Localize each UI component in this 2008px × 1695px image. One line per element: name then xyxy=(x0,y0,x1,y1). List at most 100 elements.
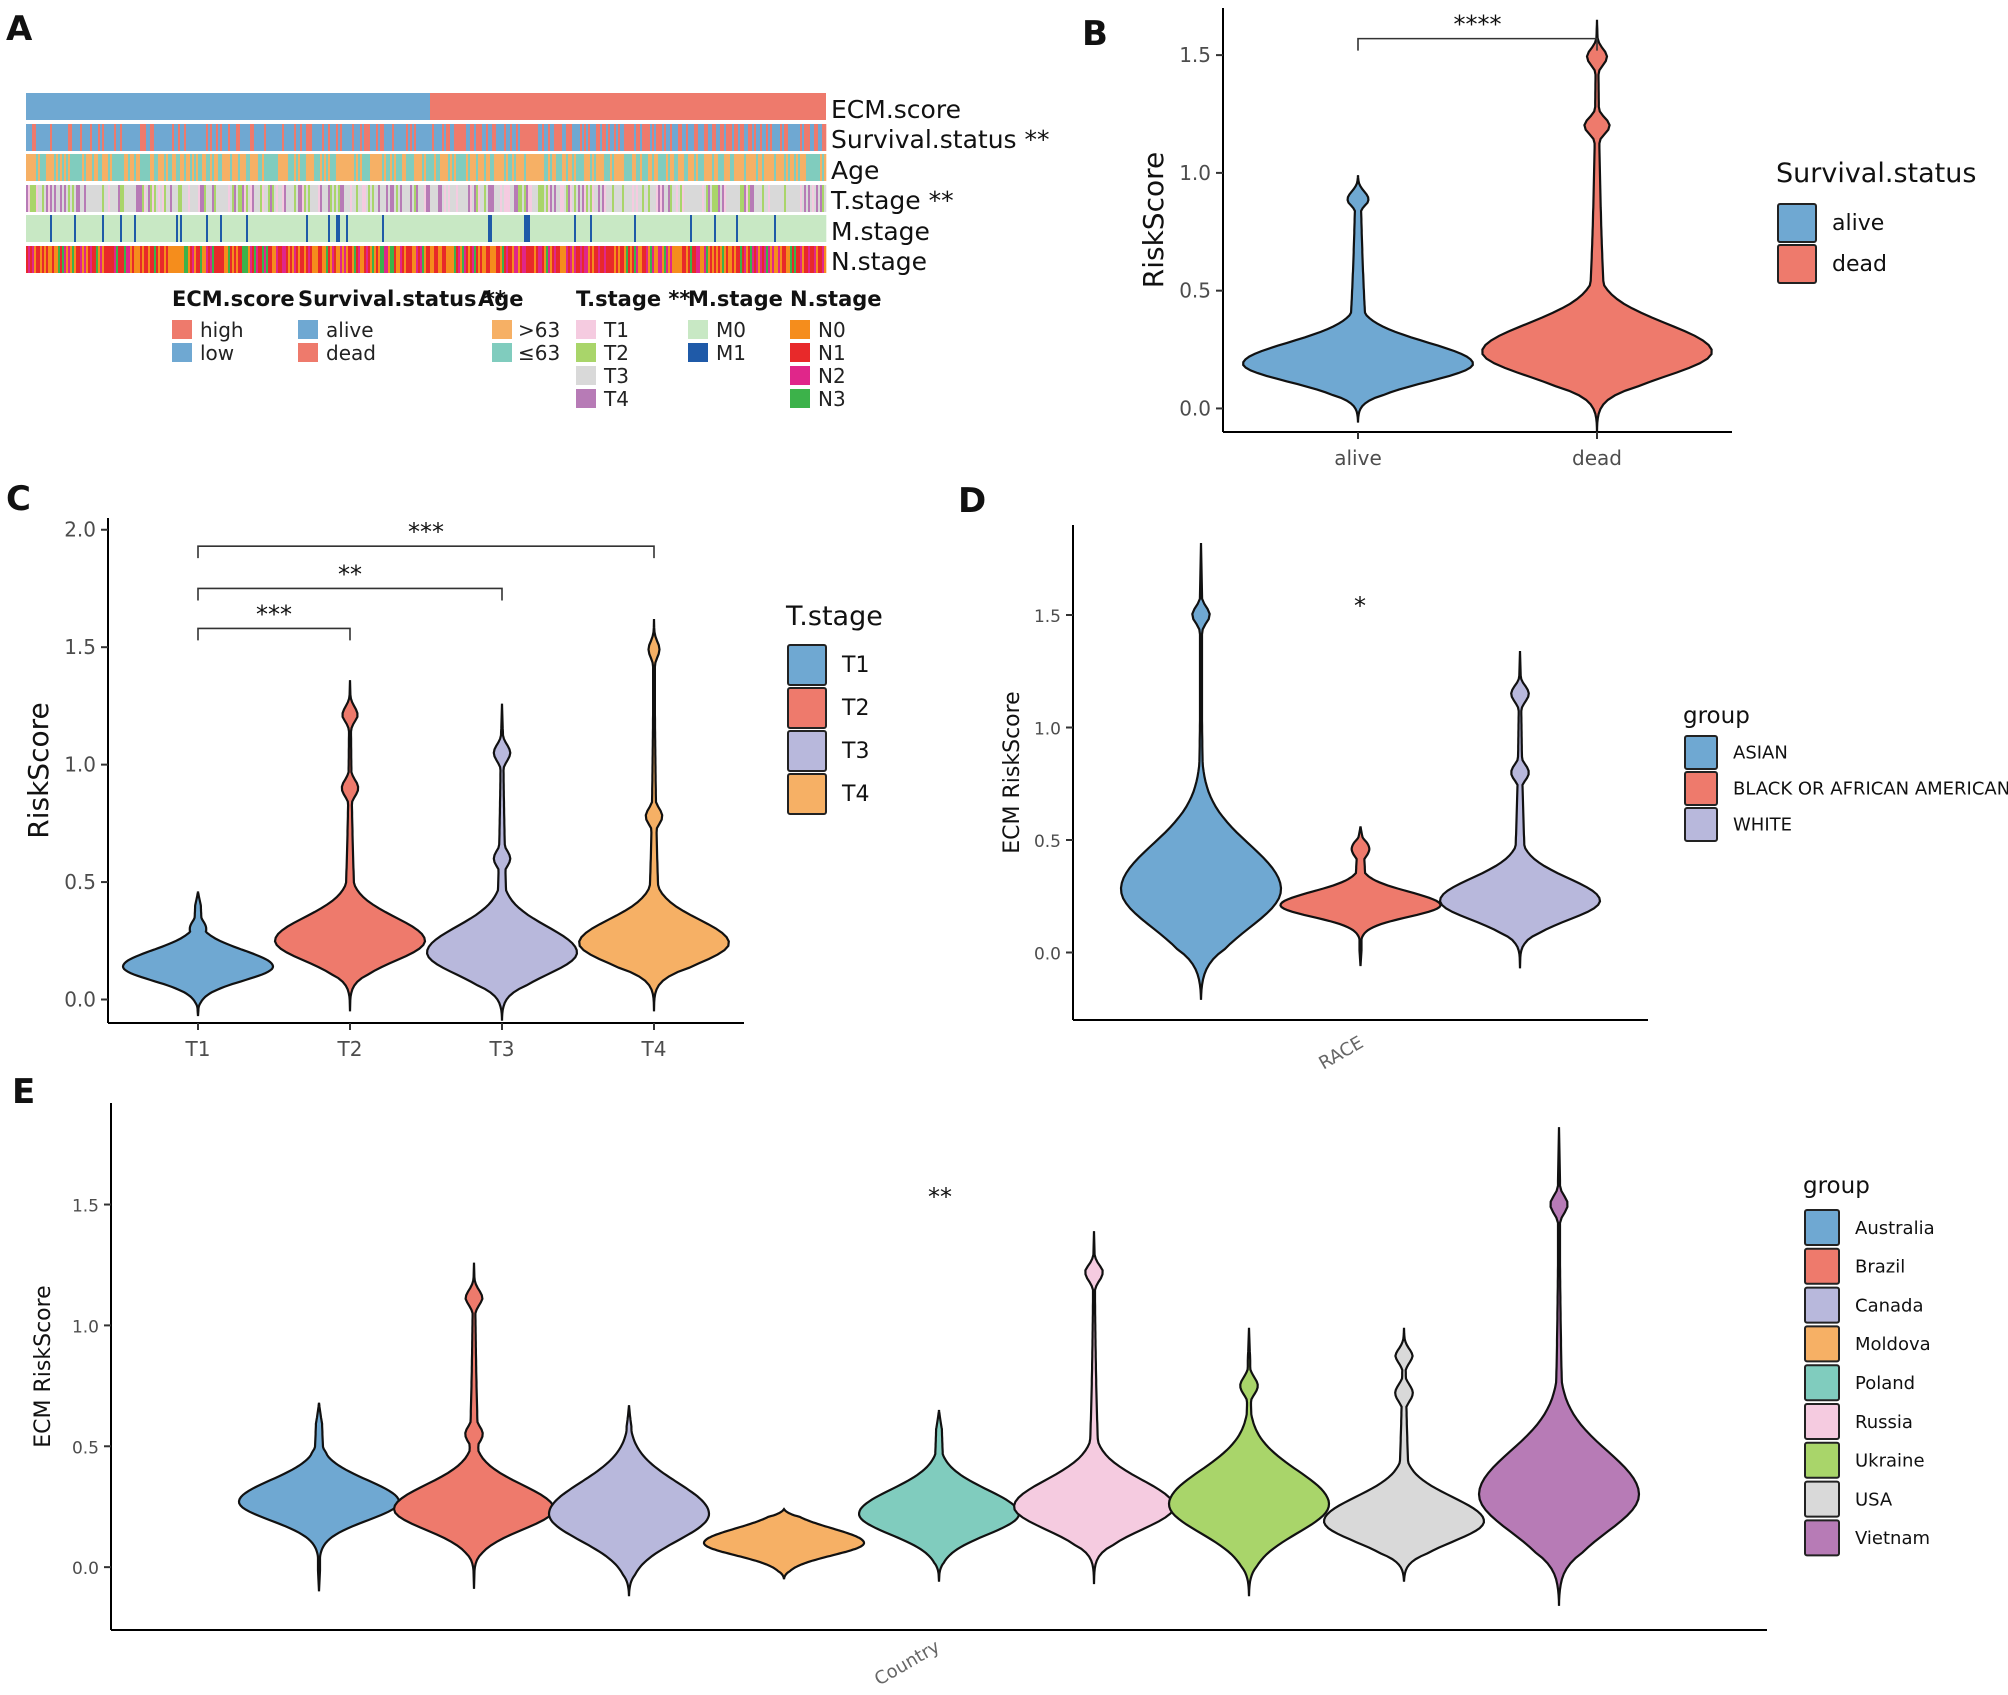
heatmap-cell xyxy=(302,154,305,181)
heatmap-cell xyxy=(490,124,493,151)
heatmap-row-label: Survival.status ** xyxy=(831,125,1050,154)
heatmap-cell xyxy=(352,246,355,273)
heatmap-cell xyxy=(668,185,671,212)
legend-swatch xyxy=(1684,771,1718,806)
heatmap-cell xyxy=(264,124,267,151)
heatmap-cell xyxy=(576,246,579,273)
heatmap-cell xyxy=(334,124,337,151)
heatmap-cell xyxy=(498,215,501,242)
heatmap-cell xyxy=(546,215,549,242)
heatmap-cell xyxy=(608,185,611,212)
heatmap-cell xyxy=(476,246,479,273)
heatmap-cell xyxy=(430,154,433,181)
heatmap-cell xyxy=(396,124,399,151)
heatmap-legend-title: ECM.score xyxy=(172,287,295,311)
heatmap-cell xyxy=(582,246,585,273)
heatmap-cell xyxy=(712,185,715,212)
heatmap-cell xyxy=(392,154,395,181)
heatmap-cell xyxy=(760,246,763,273)
heatmap-cell xyxy=(140,246,143,273)
violin-white xyxy=(1438,650,1602,969)
heatmap-cell xyxy=(188,124,191,151)
heatmap-cell xyxy=(192,215,195,242)
heatmap-cell xyxy=(362,154,365,181)
heatmap-cell xyxy=(566,246,569,273)
heatmap-cell xyxy=(98,154,101,181)
significance-label: * xyxy=(1354,592,1366,620)
heatmap-cell xyxy=(126,246,129,273)
heatmap-cell xyxy=(802,246,805,273)
heatmap-cell xyxy=(194,246,197,273)
heatmap-cell xyxy=(218,154,221,181)
heatmap-cell xyxy=(92,185,95,212)
heatmap-cell xyxy=(732,246,735,273)
heatmap-cell xyxy=(344,215,347,242)
heatmap-cell xyxy=(260,185,263,212)
heatmap-cell xyxy=(558,154,561,181)
heatmap-legend-title: N.stage xyxy=(790,287,882,311)
heatmap-cell xyxy=(484,215,487,242)
heatmap-cell xyxy=(396,185,399,212)
heatmap-cell xyxy=(724,246,727,273)
heatmap-cell xyxy=(458,154,461,181)
heatmap-cell xyxy=(370,246,373,273)
heatmap-cell xyxy=(470,124,473,151)
heatmap-cell xyxy=(708,246,711,273)
heatmap-cell xyxy=(622,185,625,212)
heatmap-cell xyxy=(42,246,45,273)
heatmap-cell xyxy=(496,154,499,181)
heatmap-cell xyxy=(554,246,557,273)
heatmap-cell xyxy=(532,185,535,212)
heatmap-cell xyxy=(720,215,723,242)
heatmap-cell xyxy=(302,185,305,212)
heatmap-cell xyxy=(454,124,457,151)
heatmap-cell xyxy=(686,124,689,151)
heatmap-cell xyxy=(398,154,401,181)
heatmap-cell xyxy=(126,185,129,212)
heatmap-cell xyxy=(778,246,781,273)
heatmap-cell xyxy=(164,154,167,181)
heatmap-cell xyxy=(92,124,95,151)
heatmap-cell xyxy=(622,246,625,273)
heatmap-cell xyxy=(278,124,281,151)
heatmap-cell xyxy=(444,154,447,181)
heatmap-cell xyxy=(800,185,803,212)
heatmap-cell xyxy=(90,154,93,181)
heatmap-cell xyxy=(806,124,809,151)
heatmap-cell xyxy=(576,124,579,151)
heatmap-cell xyxy=(782,185,785,212)
heatmap-cell xyxy=(420,185,423,212)
heatmap-cell xyxy=(706,124,709,151)
heatmap-cell xyxy=(72,246,75,273)
heatmap-cell xyxy=(116,185,119,212)
heatmap-cell xyxy=(178,246,181,273)
heatmap-cell xyxy=(798,154,801,181)
heatmap-cell xyxy=(704,246,707,273)
heatmap-cell xyxy=(82,185,85,212)
heatmap-cell xyxy=(496,124,499,151)
heatmap-cell xyxy=(814,246,817,273)
heatmap-cell xyxy=(128,215,131,242)
heatmap-cell xyxy=(776,124,779,151)
heatmap-cell xyxy=(170,154,173,181)
heatmap-cell xyxy=(70,246,73,273)
heatmap-cell xyxy=(642,154,645,181)
heatmap-cell xyxy=(672,215,675,242)
heatmap-cell xyxy=(700,246,703,273)
heatmap-cell xyxy=(414,124,417,151)
heatmap-cell xyxy=(742,246,745,273)
heatmap-cell xyxy=(284,185,287,212)
heatmap-cell xyxy=(448,124,451,151)
legend-swatch xyxy=(1804,1209,1840,1246)
heatmap-cell xyxy=(30,215,33,242)
heatmap-cell xyxy=(704,154,707,181)
heatmap-cell xyxy=(480,154,483,181)
heatmap-cell xyxy=(162,124,165,151)
heatmap-cell xyxy=(154,185,157,212)
heatmap-cell xyxy=(614,215,617,242)
heatmap-cell xyxy=(324,154,327,181)
heatmap-cell xyxy=(450,124,453,151)
heatmap-cell xyxy=(422,154,425,181)
heatmap-cell xyxy=(36,185,39,212)
heatmap-cell xyxy=(94,246,97,273)
